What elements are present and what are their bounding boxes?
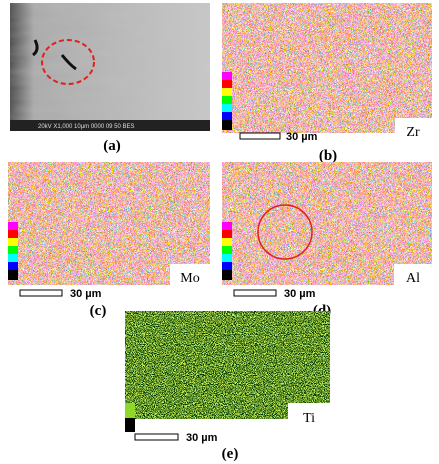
color-bar: [8, 222, 18, 280]
scale-text: 30 µm: [286, 131, 318, 143]
eds-map: [125, 311, 330, 419]
element-box: [394, 264, 432, 290]
panel-label: (c): [90, 303, 107, 319]
sem-texture: [10, 3, 210, 131]
panel-label: (b): [319, 148, 337, 164]
sem-info: 20kV X1,000 10µm 0000 09 50 BES: [38, 124, 135, 130]
highlight-ellipse: [41, 39, 95, 85]
scale-bar: [134, 433, 179, 441]
color-bar-black: [125, 418, 135, 432]
panel-e: Ti 30 µm (e): [125, 311, 330, 462]
scale-text: 30 µm: [284, 288, 316, 300]
element-box: [395, 118, 432, 145]
color-bar: [222, 72, 232, 130]
color-bar-green: [125, 403, 135, 418]
element-label: Al: [406, 271, 420, 286]
panel-a: 20kV X1,000 10µm 0000 09 50 BES (a): [10, 3, 210, 154]
highlight-circle: [257, 204, 313, 260]
eds-map: [222, 3, 432, 133]
scale-bar: [239, 132, 281, 140]
panel-c: Mo 30 µm (c): [8, 162, 210, 319]
element-label: Zr: [406, 125, 420, 140]
panel-b: Zr 30 µm (b): [222, 3, 432, 164]
scale-bar: [19, 289, 63, 297]
scale-bar: [233, 289, 277, 297]
panel-label: (e): [222, 446, 239, 462]
element-label: Ti: [303, 411, 315, 426]
panel-d: Al 30 µm (d): [222, 162, 432, 319]
element-box: [170, 264, 210, 290]
element-box: [288, 403, 330, 431]
scale-text: 30 µm: [186, 432, 218, 444]
scale-text: 30 µm: [70, 288, 102, 300]
sem-info-bar: [10, 120, 210, 131]
pore: [32, 39, 77, 71]
color-bar: [222, 222, 232, 280]
panel-label: (a): [103, 138, 121, 154]
element-label: Mo: [180, 271, 199, 286]
